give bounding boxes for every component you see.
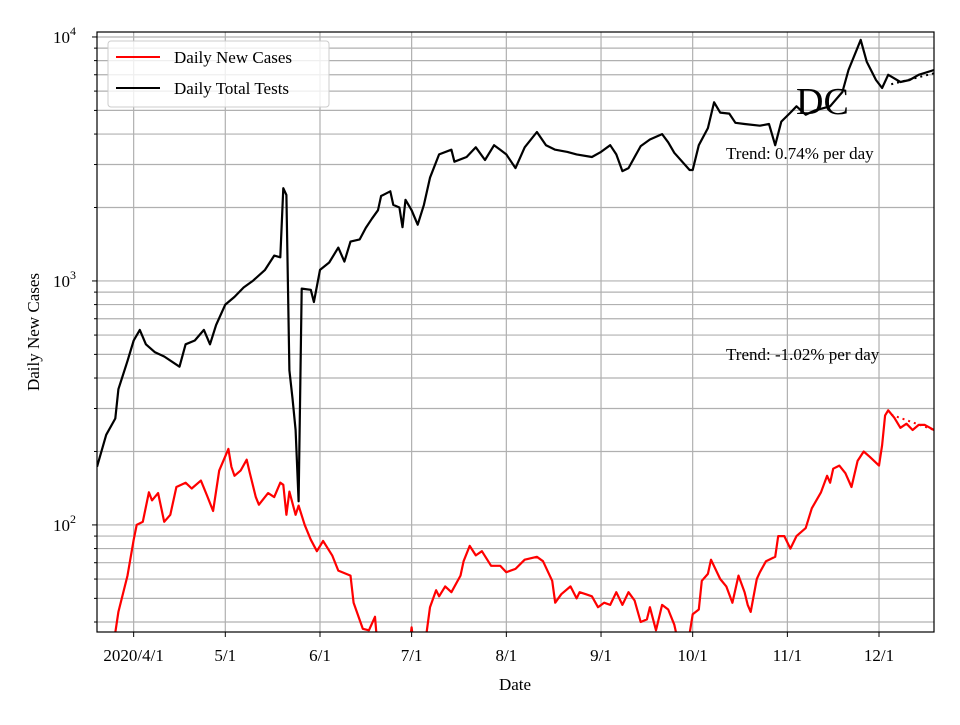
grid [97,32,934,632]
annotation-dc: DC [796,81,849,123]
x-tick-label: 11/1 [773,646,803,665]
y-tick-label: 102 [53,512,76,535]
y-tick-label: 103 [53,268,76,291]
axis-ticks: 102 103 104 2020/4/1 5/1 6/1 7/1 8/1 9/1 10/1 11/1… [53,24,894,665]
legend-label-tests: Daily Total Tests [174,79,289,98]
legend-label-cases: Daily New Cases [174,48,292,67]
x-tick-label: 10/1 [678,646,708,665]
series-lines [97,38,934,632]
x-tick-label: 8/1 [495,646,517,665]
legend: Daily New Cases Daily Total Tests [107,40,330,108]
x-tick-label: 5/1 [214,646,236,665]
trend-line-cases [890,413,934,431]
x-tick-label: 7/1 [401,646,423,665]
x-tick-label: 9/1 [590,646,612,665]
y-axis-label: Daily New Cases [24,273,43,391]
x-tick-label: 6/1 [309,646,331,665]
annotation-trend-tests: Trend: 0.74% per day [726,144,874,163]
x-axis-label: Date [499,675,531,694]
y-tick-label: 104 [53,24,76,47]
x-tick-label: 2020/4/1 [103,646,163,665]
legend-box [107,40,330,108]
x-tick-label: 12/1 [864,646,894,665]
trend-line-tests [890,72,934,86]
annotation-trend-cases: Trend: -1.02% per day [726,345,880,364]
plot-frame [96,31,935,633]
series-line-daily-total-tests [97,38,934,503]
series-line-daily-new-cases [114,409,934,632]
